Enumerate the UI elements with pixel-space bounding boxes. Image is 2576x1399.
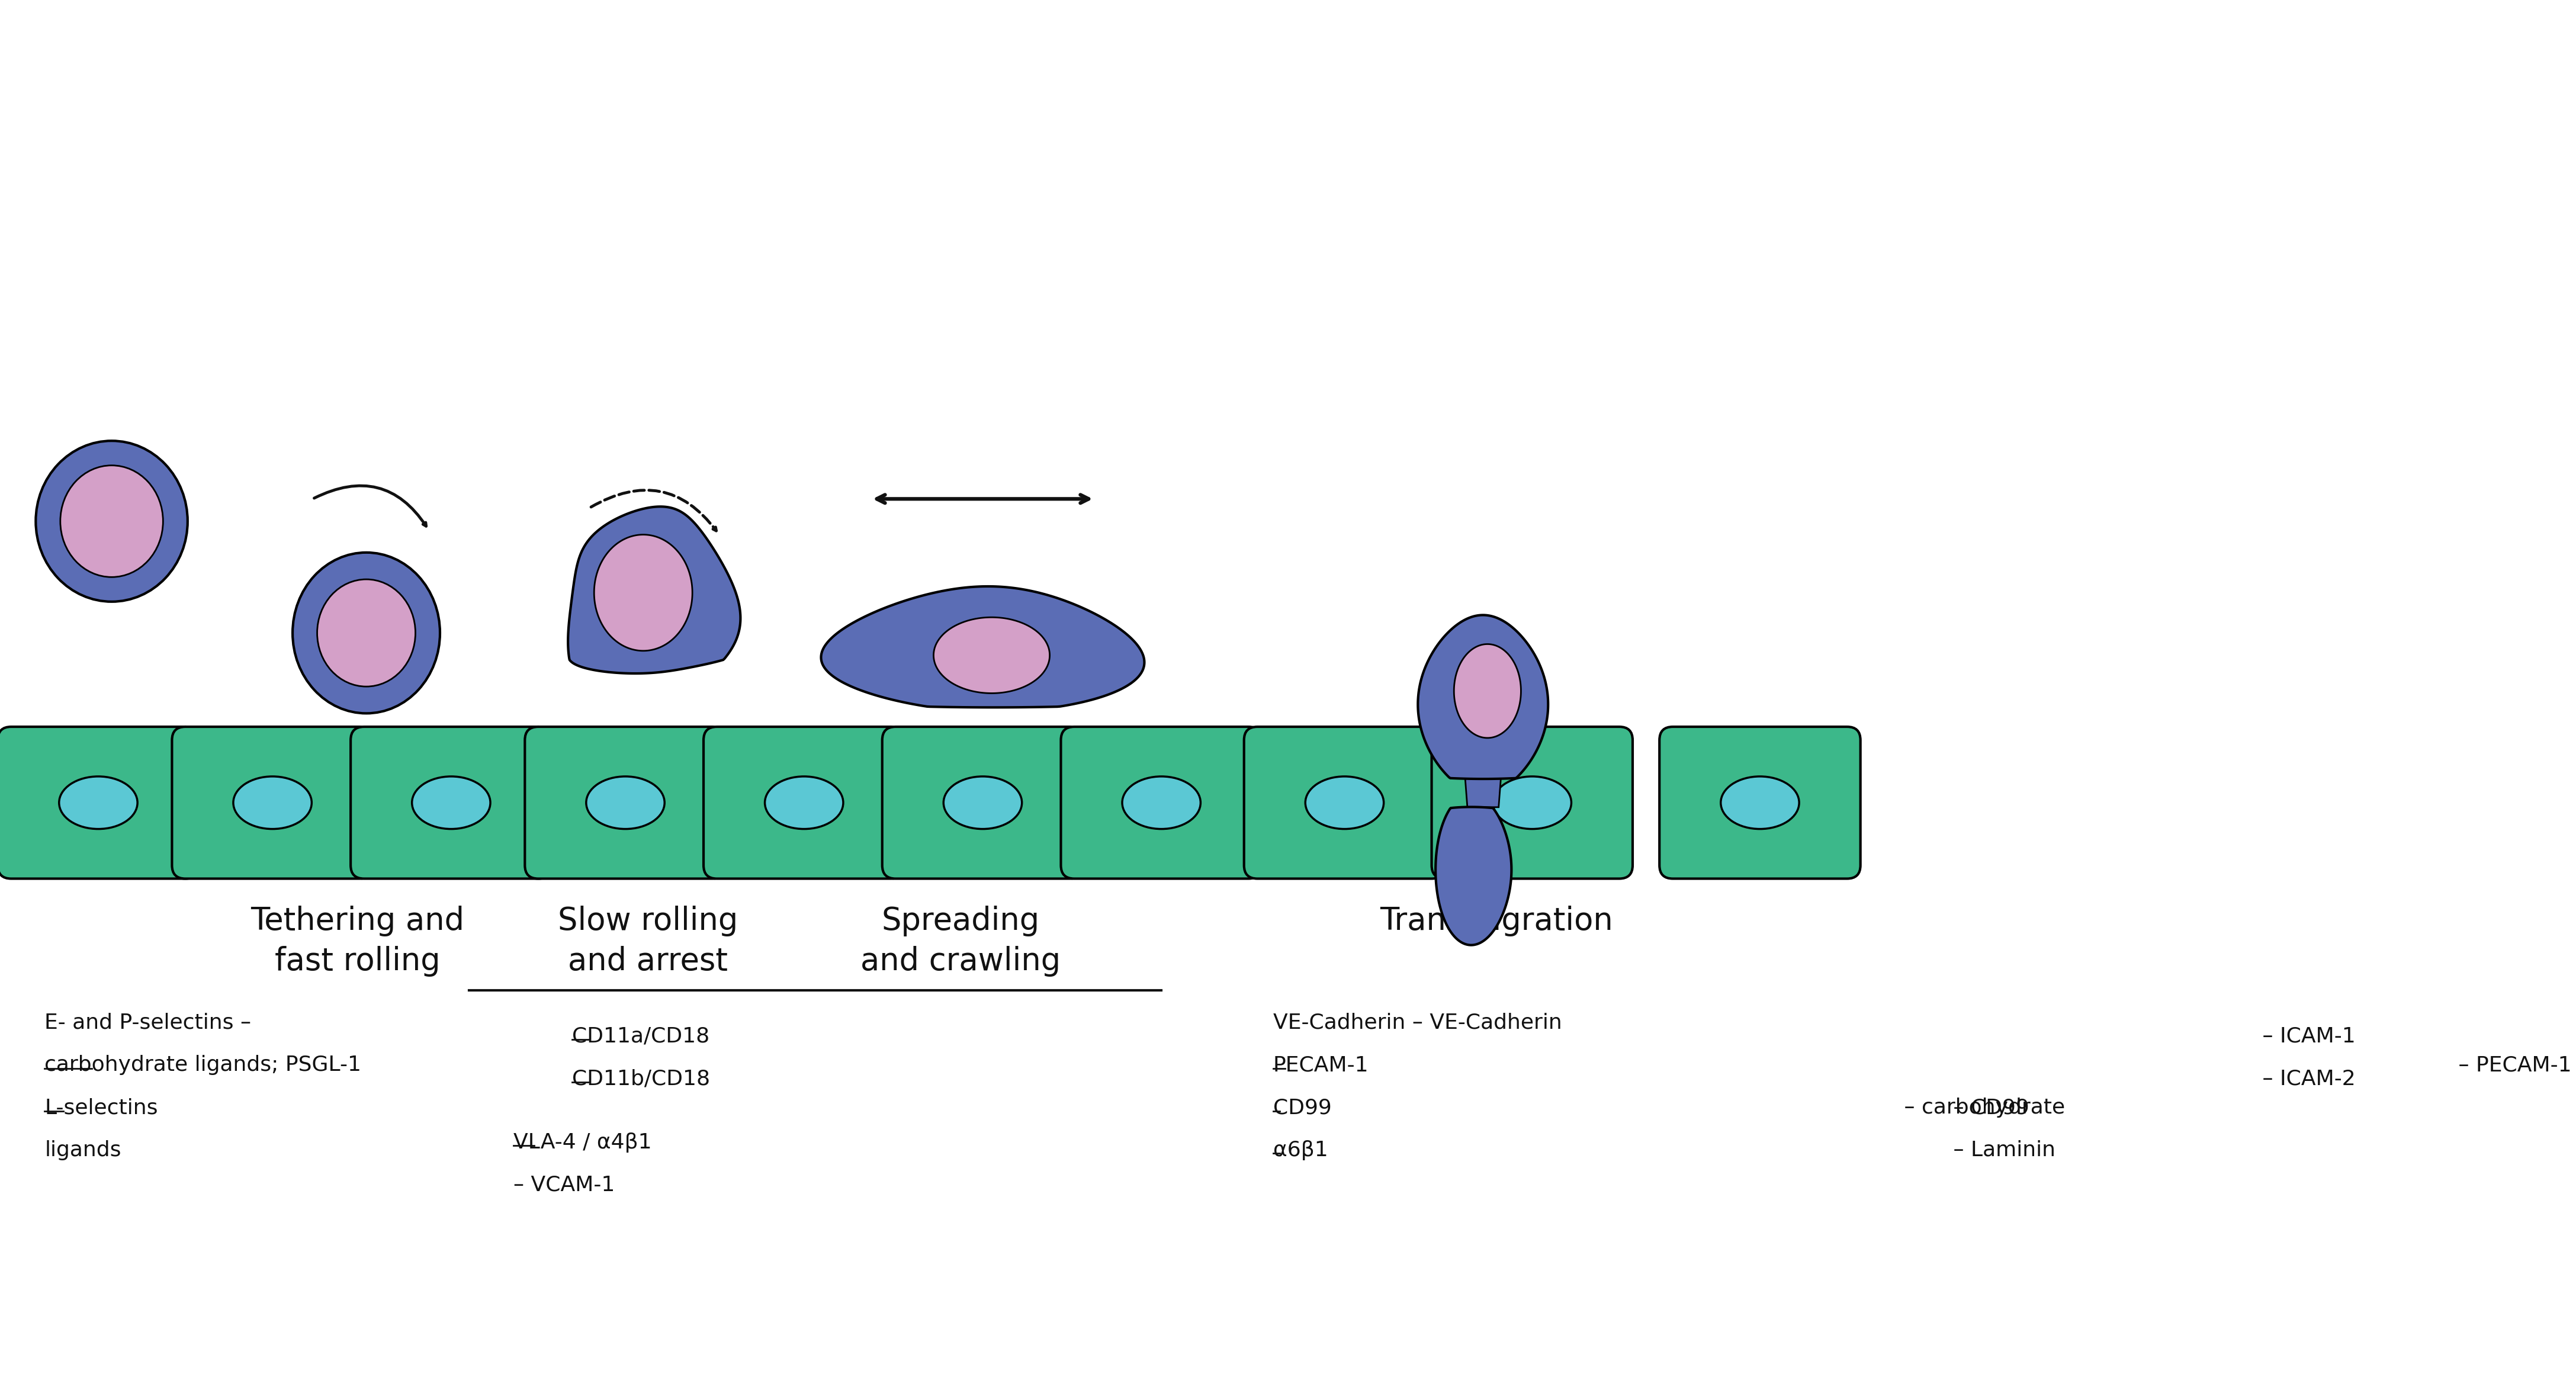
Text: CD11b/CD18: CD11b/CD18 — [572, 1069, 711, 1088]
Text: L-selectins: L-selectins — [44, 1098, 157, 1118]
Text: carbohydrate ligands; PSGL-1: carbohydrate ligands; PSGL-1 — [44, 1055, 361, 1076]
Ellipse shape — [59, 466, 162, 576]
Text: VE-Cadherin – VE-Cadherin: VE-Cadherin – VE-Cadherin — [1273, 1013, 1561, 1032]
Ellipse shape — [59, 776, 137, 830]
Text: – ICAM-2: – ICAM-2 — [2257, 1069, 2354, 1088]
Text: ligands: ligands — [44, 1140, 121, 1160]
Ellipse shape — [943, 776, 1023, 830]
Text: Tethering and
fast rolling: Tethering and fast rolling — [250, 905, 464, 977]
Polygon shape — [822, 586, 1144, 708]
Ellipse shape — [412, 776, 489, 830]
Polygon shape — [1453, 644, 1520, 737]
Ellipse shape — [1123, 776, 1200, 830]
FancyBboxPatch shape — [173, 726, 374, 879]
FancyBboxPatch shape — [0, 726, 198, 879]
Polygon shape — [933, 617, 1048, 694]
Text: Spreading
and crawling: Spreading and crawling — [860, 905, 1061, 977]
Text: – carbohydrate: – carbohydrate — [1896, 1098, 2066, 1118]
Text: – Laminin: – Laminin — [1947, 1140, 2056, 1160]
Polygon shape — [1435, 807, 1512, 946]
Ellipse shape — [587, 776, 665, 830]
FancyBboxPatch shape — [703, 726, 904, 879]
Text: – ICAM-1: – ICAM-1 — [2257, 1025, 2354, 1046]
FancyBboxPatch shape — [1061, 726, 1262, 879]
Ellipse shape — [294, 553, 440, 713]
Text: VLA-4 / α4β1: VLA-4 / α4β1 — [513, 1132, 652, 1153]
Ellipse shape — [317, 579, 415, 687]
Polygon shape — [567, 506, 739, 673]
Text: Slow rolling
and arrest: Slow rolling and arrest — [556, 905, 737, 977]
Ellipse shape — [1306, 776, 1383, 830]
Text: PECAM-1: PECAM-1 — [1273, 1055, 1368, 1076]
FancyBboxPatch shape — [1432, 726, 1633, 879]
Polygon shape — [595, 534, 693, 651]
Ellipse shape — [1721, 776, 1798, 830]
Text: – CD99: – CD99 — [1947, 1098, 2030, 1118]
Text: – VCAM-1: – VCAM-1 — [513, 1175, 616, 1195]
Text: – PECAM-1: – PECAM-1 — [2452, 1055, 2571, 1076]
Ellipse shape — [765, 776, 842, 830]
Text: CD99: CD99 — [1273, 1098, 1332, 1118]
FancyBboxPatch shape — [526, 726, 726, 879]
Text: Transmigration: Transmigration — [1381, 905, 1613, 936]
Polygon shape — [1466, 778, 1502, 807]
Text: α6β1: α6β1 — [1273, 1140, 1329, 1160]
FancyBboxPatch shape — [1659, 726, 1860, 879]
Ellipse shape — [36, 441, 188, 602]
Polygon shape — [1417, 616, 1548, 779]
Text: E- and P-selectins –: E- and P-selectins – — [44, 1013, 252, 1032]
Ellipse shape — [234, 776, 312, 830]
FancyBboxPatch shape — [881, 726, 1084, 879]
FancyBboxPatch shape — [350, 726, 551, 879]
Text: CD11a/CD18: CD11a/CD18 — [572, 1025, 708, 1046]
FancyBboxPatch shape — [1244, 726, 1445, 879]
Ellipse shape — [1494, 776, 1571, 830]
